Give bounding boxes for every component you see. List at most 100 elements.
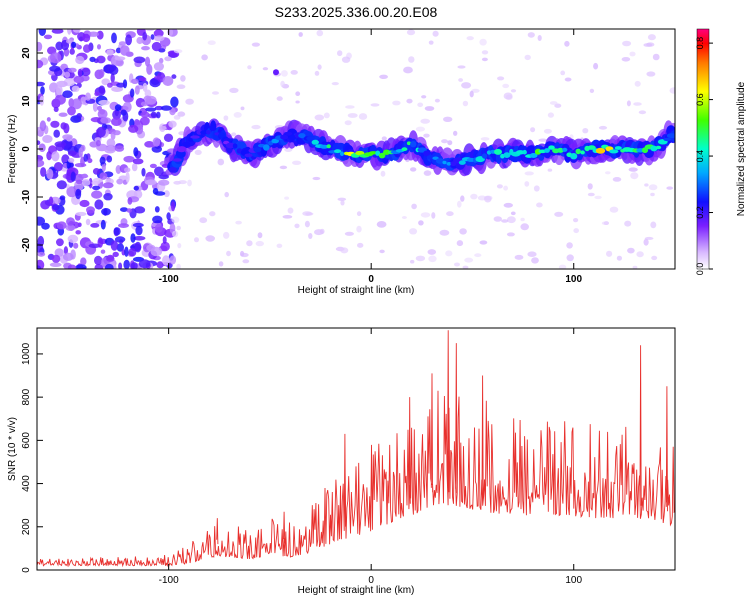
noise-blob [55, 143, 65, 152]
noise-blob [66, 39, 74, 44]
noise-blob [538, 138, 548, 142]
noise-blob [99, 156, 106, 165]
x-tick-label: 100 [565, 274, 582, 285]
noise-blob [543, 128, 552, 134]
band-core [218, 132, 226, 138]
band-core [209, 125, 217, 131]
noise-blob [246, 240, 253, 247]
noise-blob [91, 181, 100, 185]
noise-blob [247, 65, 252, 70]
noise-blob [462, 100, 469, 107]
noise-blob [119, 45, 130, 56]
band-core [311, 139, 319, 145]
noise-blob [632, 265, 638, 269]
noise-blob [128, 247, 137, 257]
noise-blob [130, 88, 135, 98]
noise-blob [53, 129, 60, 138]
noise-blob [73, 242, 79, 249]
y-tick-label: 200 [21, 518, 32, 535]
band-core [410, 141, 417, 148]
noise-blob [132, 158, 144, 165]
noise-blob [39, 120, 47, 132]
noise-blob [358, 113, 368, 120]
noise-blob [94, 91, 100, 97]
noise-blob [107, 82, 113, 88]
band-core [200, 130, 208, 135]
noise-blob [109, 65, 119, 76]
noise-blob [37, 251, 46, 257]
noise-blob [144, 179, 157, 186]
noise-blob [287, 207, 294, 214]
band-core [355, 150, 365, 156]
noise-blob [223, 231, 230, 239]
noise-blob [479, 240, 488, 245]
noise-blob [434, 98, 440, 103]
noise-blob [75, 55, 85, 65]
noise-blob [54, 94, 66, 105]
spectrogram-x-label: Height of straight line (km) [298, 285, 415, 296]
band-core [446, 162, 452, 166]
noise-blob [92, 168, 101, 175]
noise-blob [156, 111, 161, 119]
noise-blob [460, 195, 465, 202]
noise-blob [502, 83, 510, 89]
spectrogram-y-ticks: -20 -10 0 10 20 [21, 47, 43, 252]
noise-blob [67, 150, 77, 157]
noise-blob [242, 259, 250, 264]
noise-blob [316, 29, 324, 37]
noise-blob [560, 70, 566, 76]
noise-blob [447, 140, 453, 146]
noise-blob [282, 215, 293, 219]
noise-blob [643, 238, 649, 246]
noise-blob [231, 132, 237, 137]
noise-blob [83, 153, 88, 162]
noise-blob [308, 233, 313, 239]
noise-blob [83, 44, 91, 53]
noise-blob [168, 120, 177, 128]
band-core [378, 152, 386, 159]
noise-blob [481, 50, 489, 55]
noise-blob [160, 241, 170, 252]
x-tick-label: -100 [159, 575, 179, 586]
noise-blob [40, 200, 50, 210]
band-core [650, 145, 658, 152]
noise-blob [71, 98, 82, 110]
noise-blob [92, 101, 98, 112]
noise-blob [524, 171, 534, 176]
noise-blob [605, 171, 611, 175]
noise-blob [158, 179, 170, 186]
noise-blob [403, 66, 413, 74]
noise-blob [59, 195, 66, 201]
noise-blob [37, 81, 45, 87]
noise-blob [163, 133, 174, 142]
noise-blob [46, 117, 51, 122]
noise-blob [138, 259, 151, 269]
noise-blob [96, 30, 104, 40]
noise-blob [115, 58, 124, 67]
noise-blob [172, 230, 179, 238]
noise-blob [566, 254, 574, 262]
noise-blob [80, 144, 86, 152]
noise-blob [415, 255, 426, 262]
noise-blob [417, 102, 424, 108]
noise-blob [212, 91, 219, 95]
band-core [548, 145, 555, 150]
band-core [172, 158, 182, 162]
noise-blob [207, 40, 216, 45]
noise-blob [75, 264, 87, 269]
noise-blob [115, 165, 122, 174]
noise-blob [650, 192, 655, 197]
noise-blob [415, 126, 425, 132]
noise-blob [40, 86, 45, 95]
noise-blob [72, 29, 81, 33]
noise-blob [159, 125, 167, 131]
noise-blob [90, 223, 100, 228]
band-outlier [273, 69, 279, 76]
noise-blob [150, 111, 157, 118]
noise-blob [194, 237, 199, 243]
band-core [666, 133, 675, 139]
band-core [423, 150, 431, 157]
noise-blob [90, 117, 102, 123]
noise-blob [145, 29, 155, 32]
noise-blob [159, 57, 164, 64]
